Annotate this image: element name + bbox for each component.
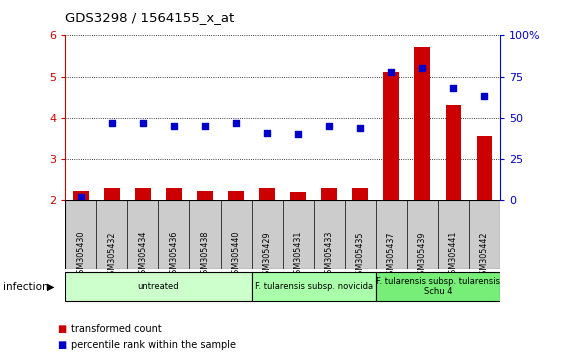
Point	[107, 120, 116, 125]
Point	[139, 120, 148, 125]
Text: GSM305441: GSM305441	[449, 231, 458, 279]
Text: F. tularensis subsp. novicida: F. tularensis subsp. novicida	[254, 282, 373, 291]
Point	[480, 93, 489, 99]
Text: GDS3298 / 1564155_x_at: GDS3298 / 1564155_x_at	[65, 11, 235, 24]
Bar	[228, 191, 244, 200]
Text: ■: ■	[57, 340, 66, 350]
Text: GSM305442: GSM305442	[480, 231, 489, 280]
Point	[417, 65, 427, 71]
Bar	[104, 188, 120, 200]
Text: GSM305431: GSM305431	[294, 231, 303, 279]
Text: percentile rank within the sample: percentile rank within the sample	[71, 340, 236, 350]
Text: infection: infection	[3, 282, 48, 292]
Text: GSM305432: GSM305432	[107, 231, 116, 280]
Point	[76, 194, 85, 200]
Text: GSM305430: GSM305430	[76, 231, 85, 279]
Bar	[73, 191, 89, 200]
Bar	[477, 136, 492, 200]
Point	[294, 131, 303, 137]
Point	[201, 123, 210, 129]
Text: GSM305434: GSM305434	[139, 231, 148, 279]
Text: GSM305435: GSM305435	[356, 231, 365, 280]
Text: F. tularensis subsp. tularensis
Schu 4: F. tularensis subsp. tularensis Schu 4	[376, 277, 500, 296]
Bar	[415, 47, 430, 200]
Bar	[290, 192, 306, 200]
Point	[232, 120, 241, 125]
Text: untreated: untreated	[137, 282, 179, 291]
Text: transformed count: transformed count	[71, 324, 162, 334]
Text: GSM305436: GSM305436	[169, 231, 178, 279]
Bar	[135, 188, 151, 200]
Bar	[65, 273, 252, 301]
Text: GSM305439: GSM305439	[417, 231, 427, 280]
Bar	[260, 188, 275, 200]
Bar	[383, 73, 399, 200]
Bar	[252, 273, 375, 301]
Text: GSM305437: GSM305437	[387, 231, 396, 280]
Point	[169, 123, 178, 129]
Bar	[352, 188, 368, 200]
Bar	[445, 105, 461, 200]
Text: GSM305429: GSM305429	[262, 231, 272, 280]
Text: ■: ■	[57, 324, 66, 334]
Text: GSM305438: GSM305438	[201, 231, 210, 279]
Text: GSM305433: GSM305433	[325, 231, 333, 279]
Bar	[375, 273, 500, 301]
Text: GSM305440: GSM305440	[232, 231, 240, 279]
Point	[449, 85, 458, 91]
Text: ▶: ▶	[47, 282, 55, 292]
Point	[387, 69, 396, 74]
Point	[324, 123, 333, 129]
Point	[262, 130, 272, 135]
Bar	[197, 191, 213, 200]
Bar	[65, 200, 500, 269]
Point	[356, 125, 365, 130]
Bar	[166, 188, 182, 200]
Bar	[321, 188, 337, 200]
